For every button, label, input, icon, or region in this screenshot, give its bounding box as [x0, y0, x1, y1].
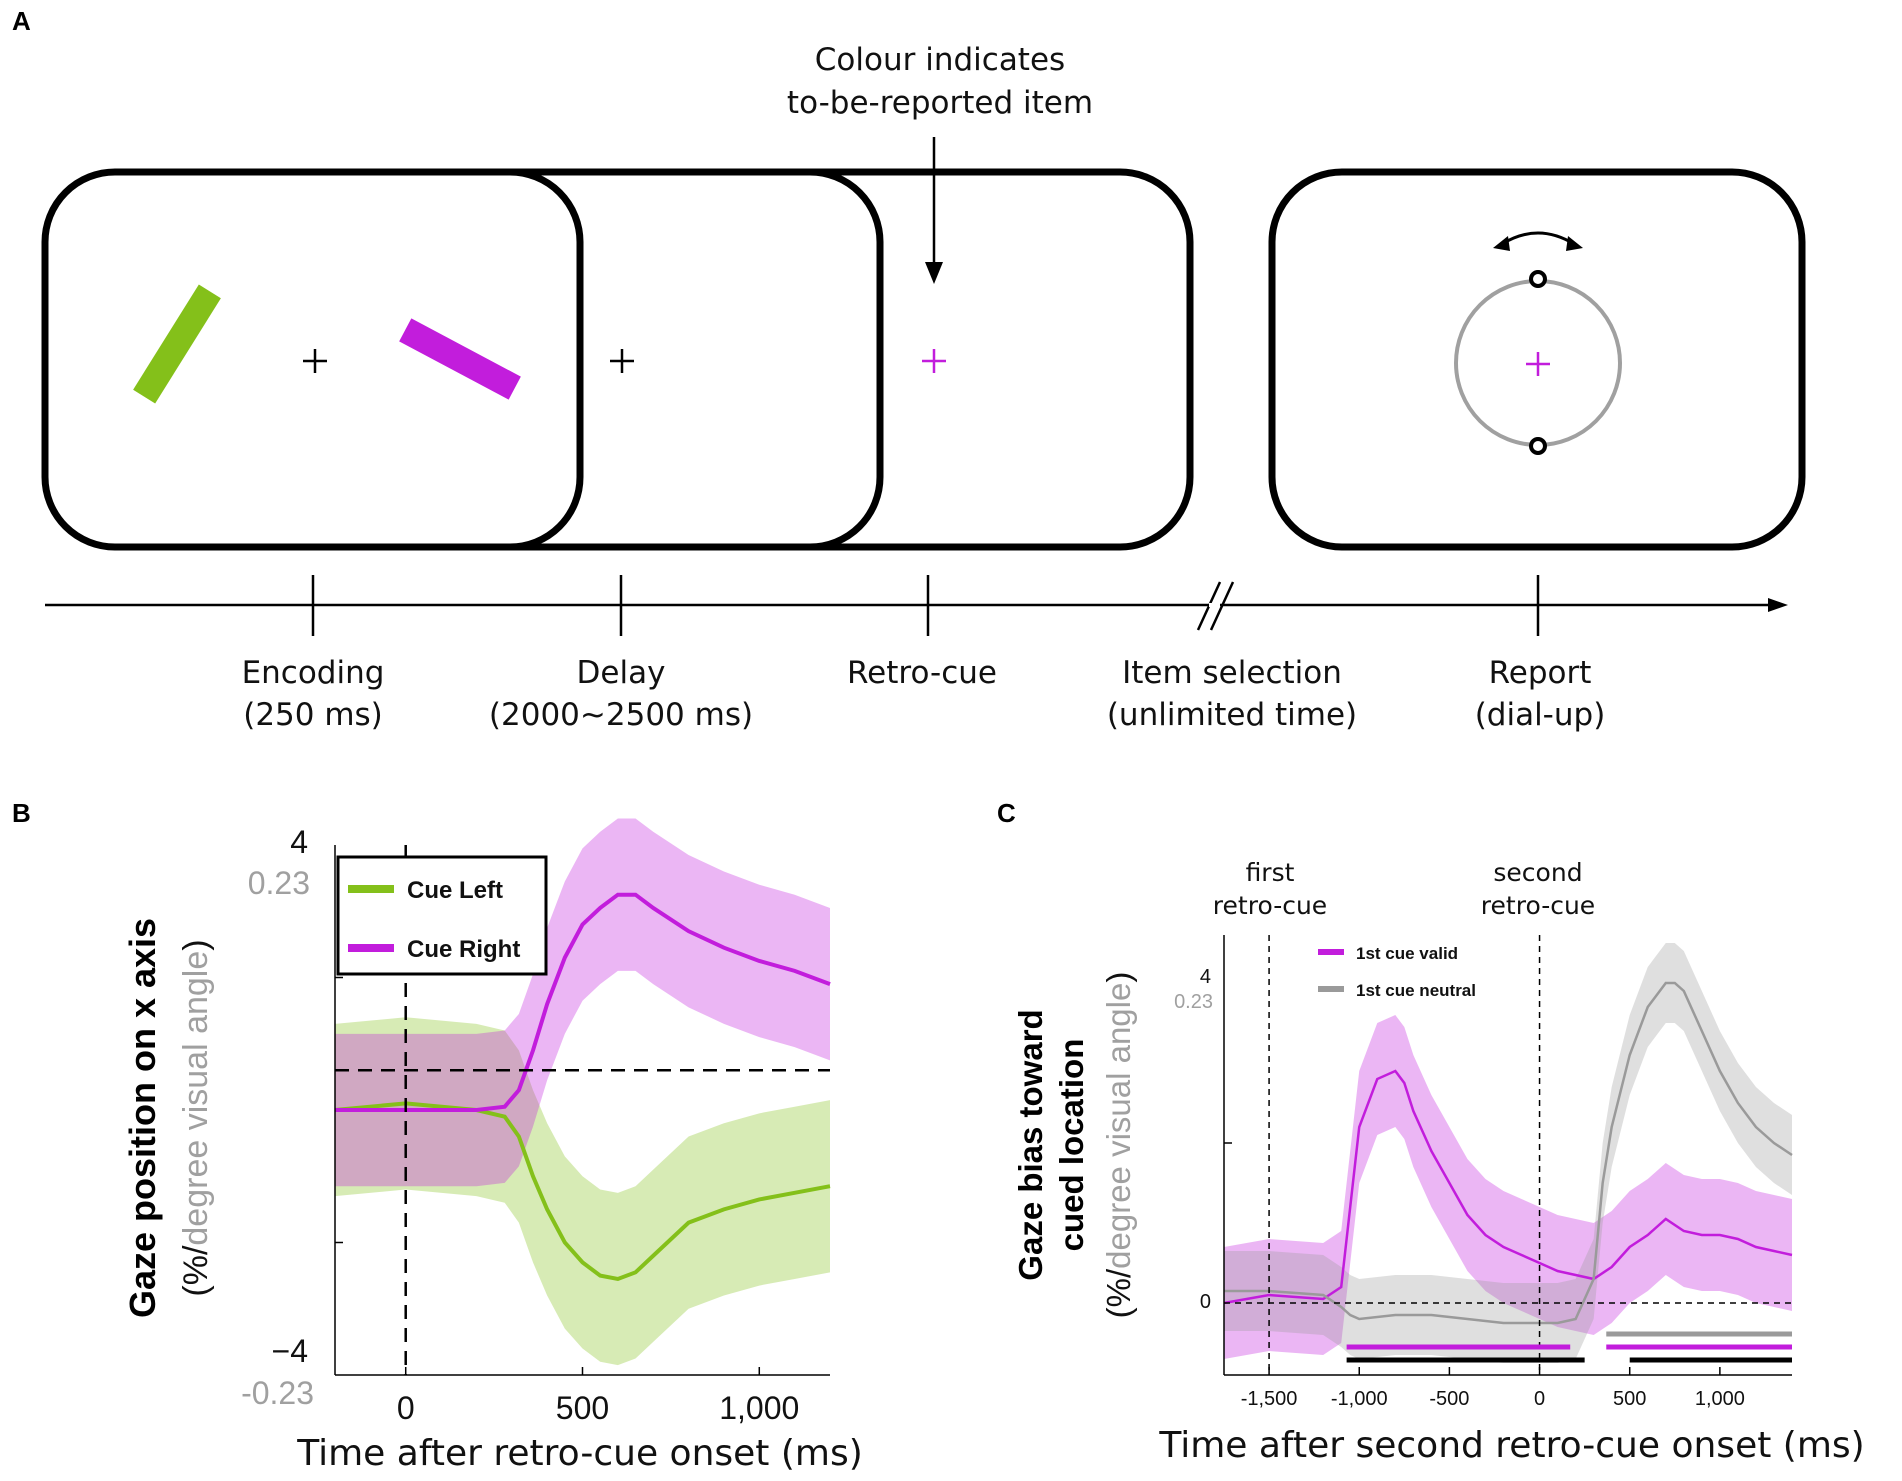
legend-label-cue-left: Cue Left	[407, 877, 503, 904]
annotation-arrowhead	[925, 262, 943, 284]
event-delay-title: Delay	[577, 655, 666, 691]
annotation-line2: to-be-reported item	[787, 85, 1093, 121]
panel-c-band-1st-cue-neutral	[1224, 943, 1792, 1363]
green-bar-item	[133, 284, 221, 404]
panel-a-label: A	[12, 6, 31, 36]
encoding-screen	[41, 168, 584, 551]
panel-b-ytick-bottom: −4	[272, 1333, 308, 1369]
magenta-bar-item	[399, 318, 521, 400]
marker-second-line1: second	[1493, 858, 1582, 887]
legend-label-cue-right: Cue Right	[407, 936, 520, 963]
legend-label-1st-cue-neutral: 1st cue neutral	[1356, 981, 1476, 1000]
panel-b-band-cue-right	[335, 818, 830, 1187]
dial-handle-bottom	[1529, 437, 1547, 455]
panel-c-ytick-zero: 0	[1200, 1291, 1211, 1313]
annotation-line1: Colour indicates	[815, 42, 1065, 78]
panel-b-line-cue-right	[335, 892, 831, 1112]
rotate-arrow-icon	[1501, 231, 1575, 246]
panel-c-band-1st-cue-valid	[1224, 1015, 1792, 1359]
event-item-selection-title: Item selection	[1122, 655, 1342, 691]
marker-second-line2: retro-cue	[1481, 891, 1595, 920]
panel-c-xtick-label: -1,500	[1241, 1388, 1298, 1410]
panel-c-xlabel: Time after second retro-cue onset (ms)	[1158, 1425, 1864, 1466]
panel-c-ylabel-unit: (%/degree visual angle)	[1100, 972, 1137, 1319]
event-encoding-title: Encoding	[242, 655, 385, 691]
panel-c-ylabel: Gaze bias toward cued location (%/degree…	[1012, 972, 1137, 1319]
marker-first-line1: first	[1246, 858, 1295, 887]
panel-c-ylabel-line1: Gaze bias toward	[1012, 1009, 1049, 1280]
panel-b-ytick-bottom-deg: -0.23	[241, 1375, 314, 1411]
event-item-selection-sub: (unlimited time)	[1107, 697, 1357, 733]
panel-b-line-cue-left	[334, 1101, 831, 1282]
event-report-sub: (dial-up)	[1475, 697, 1606, 733]
panel-b-plot: 0 500 1,000	[334, 818, 831, 1426]
marker-first-line2: retro-cue	[1213, 891, 1327, 920]
panel-c-xtick-label: 0	[1534, 1388, 1545, 1410]
event-encoding-sub: (250 ms)	[243, 697, 383, 733]
legend-label-1st-cue-valid: 1st cue valid	[1356, 944, 1458, 963]
timeline-ticks	[311, 575, 1540, 636]
fixation-cross-report	[1526, 352, 1550, 376]
panel-c-label: C	[997, 798, 1016, 828]
rotate-arrowhead-right	[1566, 236, 1583, 251]
panel-c-ytick-top-deg: 0.23	[1174, 991, 1213, 1013]
panel-b-ytick-top-deg: 0.23	[248, 865, 310, 901]
event-report-title: Report	[1489, 655, 1592, 691]
panel-c-ylabel-line2: cued location	[1053, 1039, 1090, 1252]
panel-b-xtick-label: 1,000	[719, 1390, 799, 1426]
panel-c-xtick-label: 500	[1613, 1388, 1646, 1410]
fixation-cross-encoding	[303, 349, 327, 373]
panel-c-line-1st-cue-neutral	[1224, 981, 1793, 1325]
fixation-cross-retro-cue	[922, 349, 946, 373]
rotate-arrowhead-left	[1493, 236, 1510, 251]
panel-b-ylabel: Gaze position on x axis (%/degree visual…	[122, 918, 215, 1318]
panel-c-legend: 1st cue valid 1st cue neutral	[1310, 929, 1500, 1009]
timeline-arrowhead	[1768, 598, 1788, 612]
panel-b-label: B	[12, 798, 31, 828]
panel-b-ytick-top: 4	[290, 824, 308, 860]
panel-c-xtick-label: -500	[1429, 1388, 1469, 1410]
panel-c-ytick-top: 4	[1200, 966, 1211, 988]
panel-b-ylabel-main: Gaze position on x axis	[122, 918, 163, 1318]
event-retro-cue-title: Retro-cue	[847, 655, 997, 691]
panel-c-plot: -1,500 -1,000 -500 0 500 1,000	[1223, 935, 1793, 1410]
panel-b-legend: Cue Left Cue Right	[336, 855, 548, 976]
panel-b-xlabel: Time after retro-cue onset (ms)	[296, 1433, 863, 1474]
event-delay-sub: (2000~2500 ms)	[489, 697, 753, 733]
panel-c-line-1st-cue-valid	[1223, 1069, 1793, 1305]
panel-b-xtick-label: 0	[397, 1390, 415, 1426]
panel-c-xtick-label: 1,000	[1695, 1388, 1745, 1410]
panel-b-ylabel-unit: (%/degree visual angle)	[177, 939, 215, 1296]
panel-b-xtick-label: 500	[556, 1390, 609, 1426]
panel-b-band-cue-left	[335, 1017, 830, 1366]
panel-c-xtick-label: -1,000	[1331, 1388, 1388, 1410]
dial-handle-top	[1529, 270, 1547, 288]
fixation-cross-delay	[610, 349, 634, 373]
